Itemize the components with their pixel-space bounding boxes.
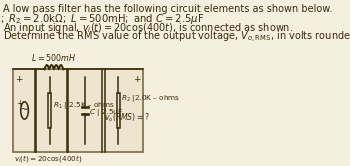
Text: $v_i(t) = 20$cos$(400t)$: $v_i(t) = 20$cos$(400t)$ [14,153,82,164]
Text: $v_o(RMS) = ?$: $v_o(RMS) = ?$ [104,112,149,124]
Text: $C$ | 2.5uF: $C$ | 2.5uF [89,107,123,118]
Text: $R_1$ | 2.5K – ohms: $R_1$ | 2.5K – ohms [52,100,114,111]
Text: A low pass filter has the following circuit elements as shown below.: A low pass filter has the following circ… [3,4,332,14]
Text: Determine the RMS value of the output voltage, $V_{o,\mathrm{RMS}}$, in volts ro: Determine the RMS value of the output vo… [3,30,350,45]
Text: +: + [15,75,23,84]
Text: An input signal, $v_i(t) = 20\cos(400t)$, is connected as shown.: An input signal, $v_i(t) = 20\cos(400t)$… [3,21,293,35]
Text: +: + [133,75,141,84]
Text: +: + [16,99,23,108]
Text: $R_2$ |2.0K – ohms: $R_2$ |2.0K – ohms [121,93,180,104]
Text: $L = 500mH$: $L = 500mH$ [31,52,76,63]
Bar [117,93,120,128]
Bar [48,93,51,128]
Text: ~: ~ [20,104,29,115]
Text: $R_1 = 2.5\mathrm{k}\Omega;\ R_2 = 2.0\mathrm{k}\Omega;\ L = 500\mathrm{mH};\ \m: $R_1 = 2.5\mathrm{k}\Omega;\ R_2 = 2.0\m… [0,12,204,26]
Bar [13,69,143,152]
